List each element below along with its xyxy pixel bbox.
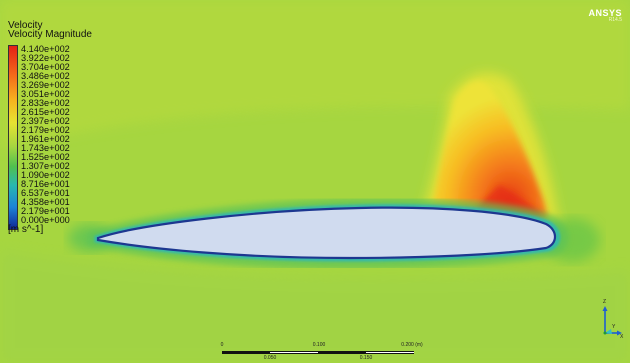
legend-tick: 1.743e+002 bbox=[21, 143, 70, 153]
legend-tick: 3.922e+002 bbox=[21, 53, 70, 63]
scale-segment bbox=[270, 351, 318, 354]
legend-tick: 1.525e+002 bbox=[21, 152, 70, 162]
logo-version: R14.5 bbox=[608, 17, 622, 23]
legend-tick: 2.397e+002 bbox=[21, 116, 70, 126]
scale-label: 0.200 (m) bbox=[401, 342, 423, 348]
scale-segment bbox=[318, 351, 366, 354]
scale-bar: 0 0.100 0.200 (m) 0.050 0.150 bbox=[220, 342, 423, 362]
legend-tick: 3.704e+002 bbox=[21, 62, 70, 72]
legend-tick: 1.307e+002 bbox=[21, 161, 70, 171]
legend-units: [m s^-1] bbox=[8, 224, 44, 235]
axis-y-label: Y bbox=[612, 324, 616, 330]
legend-ticks: 4.140e+002 3.922e+002 3.704e+002 3.486e+… bbox=[21, 44, 131, 235]
legend-tick: 6.537e+001 bbox=[21, 188, 70, 198]
legend-tick: 2.179e+001 bbox=[21, 206, 70, 216]
scale-label: 0.150 bbox=[359, 355, 373, 361]
ansys-logo: ANSYS R14.5 bbox=[588, 8, 622, 23]
legend-tick: 3.486e+002 bbox=[21, 71, 70, 81]
upper-flow-band bbox=[0, 0, 630, 150]
legend-tick: 3.269e+002 bbox=[21, 80, 70, 90]
axis-triad[interactable]: Z X Y bbox=[599, 299, 625, 341]
axis-z-label: Z bbox=[603, 299, 607, 305]
legend-title: Velocity bbox=[8, 20, 43, 31]
legend-tick: 3.051e+002 bbox=[21, 89, 70, 99]
scale-label: 0.100 bbox=[312, 342, 326, 348]
logo-text: ANSYS bbox=[588, 8, 622, 18]
high-velocity-region bbox=[430, 81, 548, 220]
legend-tick: 2.615e+002 bbox=[21, 107, 70, 117]
scale-label: 0.050 bbox=[263, 355, 277, 361]
axis-triad-icon bbox=[602, 306, 622, 336]
legend-tick: 0.000e+000 bbox=[21, 215, 70, 225]
legend-tick: 2.833e+002 bbox=[21, 98, 70, 108]
legend: Velocity Velocity Magnitude 4.140e+002 3… bbox=[8, 20, 133, 235]
scale-segment bbox=[366, 351, 414, 354]
legend-tick: 1.090e+002 bbox=[21, 170, 70, 180]
scale-label: 0 bbox=[220, 342, 224, 348]
legend-tick: 1.961e+002 bbox=[21, 134, 70, 144]
legend-tick: 2.179e+002 bbox=[21, 125, 70, 135]
axis-x-label: X bbox=[620, 334, 624, 340]
color-scale-bar bbox=[8, 45, 18, 230]
scale-segment bbox=[222, 351, 270, 354]
legend-subtitle: Velocity Magnitude bbox=[8, 29, 92, 40]
airfoil bbox=[96, 206, 557, 260]
legend-tick: 4.140e+002 bbox=[21, 44, 70, 54]
legend-tick: 4.358e+001 bbox=[21, 197, 70, 207]
lower-flow-band bbox=[0, 250, 630, 363]
legend-tick: 8.716e+001 bbox=[21, 179, 70, 189]
